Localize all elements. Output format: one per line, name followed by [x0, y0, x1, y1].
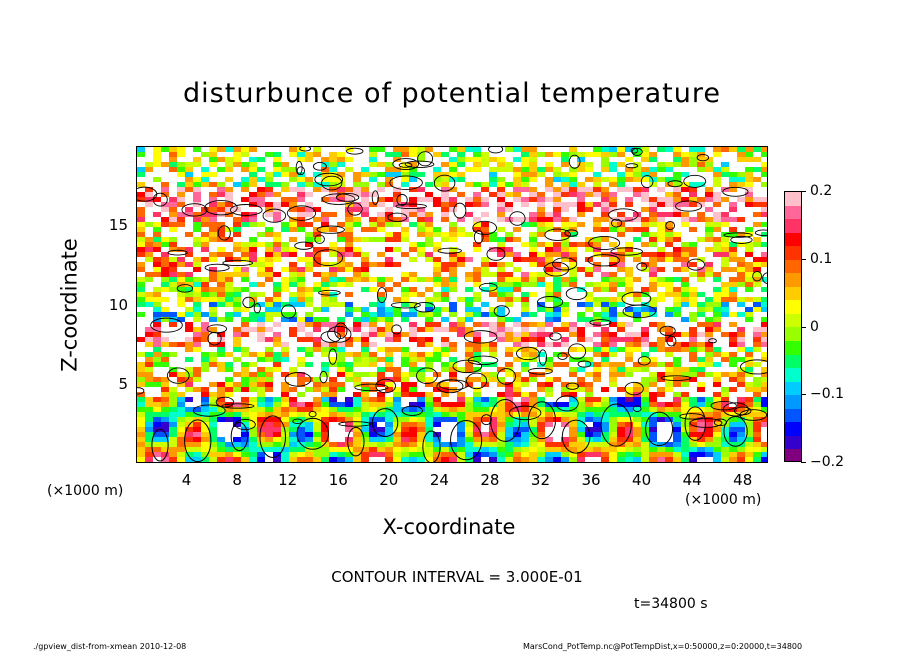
footer-right: MarsCond_PotTemp.nc@PotTempDist,x=0:5000…	[523, 642, 803, 651]
colorbar-label: 0	[810, 318, 819, 335]
colorbar-segment	[785, 273, 801, 287]
colorbar-segment	[785, 259, 801, 274]
colorbar-segment	[785, 286, 801, 301]
x-tick-label: 24	[429, 471, 449, 489]
x-tick-label: 4	[181, 471, 192, 489]
colorbar	[784, 191, 802, 462]
chart-title: disturbunce of potential temperature	[183, 78, 721, 109]
colorbar-tick	[801, 191, 806, 192]
colorbar-segment	[785, 300, 801, 314]
y-tick-label: 10	[108, 295, 128, 314]
x-tick-label: 12	[278, 471, 298, 489]
x-tick-label: 44	[682, 471, 702, 489]
colorbar-tick	[801, 326, 806, 328]
plot-area	[136, 146, 768, 463]
x-tick-label: 36	[581, 471, 601, 489]
colorbar-segment	[785, 381, 801, 396]
colorbar-segment	[785, 408, 801, 423]
x-axis-unit-left: (×1000 m)	[47, 483, 124, 499]
colorbar-tick	[801, 258, 806, 260]
heatmap-field	[137, 147, 767, 462]
colorbar-segment	[785, 341, 801, 355]
colorbar-segment	[785, 313, 801, 328]
colorbar-segment	[785, 327, 801, 342]
colorbar-segment	[785, 219, 801, 233]
colorbar-tick	[801, 394, 806, 396]
colorbar-segment	[785, 246, 801, 260]
x-axis-label: X-coordinate	[0, 517, 904, 538]
x-tick-label: 8	[232, 471, 242, 489]
colorbar-segment	[785, 449, 801, 461]
x-tick-label: 48	[733, 471, 753, 489]
x-tick-label: 20	[379, 471, 399, 489]
x-axis-unit-right: (×1000 m)	[685, 492, 762, 508]
colorbar-segment	[785, 435, 801, 450]
x-tick-label: 40	[632, 471, 652, 489]
x-tick-label: 16	[328, 471, 348, 489]
colorbar-label: 0.2	[810, 183, 833, 199]
colorbar-segment	[785, 368, 801, 382]
colorbar-segment	[785, 192, 801, 206]
x-axis-label-text: X-coordinate	[382, 515, 516, 539]
colorbar-label: 0.1	[810, 250, 833, 267]
time-label: t=34800 s	[634, 596, 708, 612]
colorbar-segment	[785, 354, 801, 369]
colorbar-label: −0.2	[810, 454, 844, 470]
contour-interval-text: CONTOUR INTERVAL = 3.000E-01	[331, 568, 583, 586]
colorbar-tick	[801, 462, 806, 463]
y-tick-label: 5	[118, 374, 128, 393]
colorbar-segment	[785, 232, 801, 247]
footer-left: ./gpview_dist-from-xmean 2010-12-08	[33, 642, 187, 651]
colorbar-segment	[785, 205, 801, 220]
colorbar-segment	[785, 422, 801, 436]
colorbar-label: −0.1	[810, 386, 844, 403]
x-tick-label: 32	[530, 471, 551, 489]
y-tick-label: 15	[108, 216, 128, 235]
y-axis-label: Z-coordinate	[57, 238, 82, 372]
colorbar-segment	[785, 395, 801, 409]
x-tick-label: 28	[480, 471, 500, 489]
